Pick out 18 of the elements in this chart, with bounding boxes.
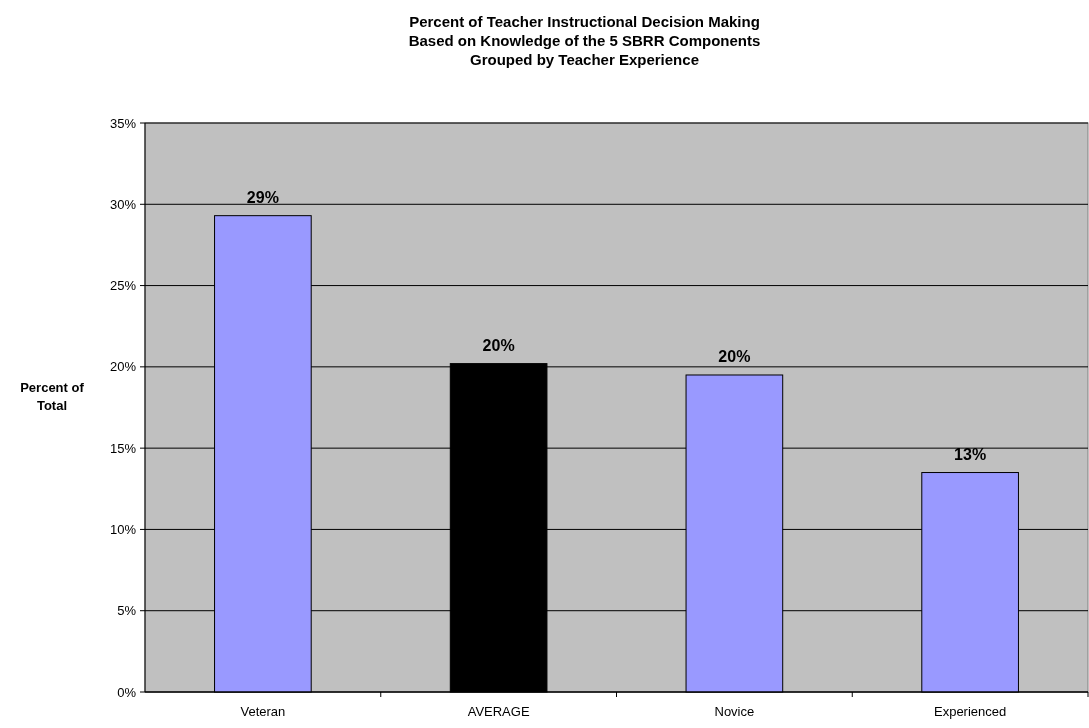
y-axis-title: Percent of Total [20,380,85,413]
data-label: 13% [954,445,987,463]
x-tick-label: Veteran [240,704,286,719]
y-tick-label: 30% [109,196,137,212]
chart-title: Percent of Teacher Instructional Decision Making Based on Knowledge of the 5 SBRR Components Grouped by Teacher Experience [408,13,761,68]
x-tick-label: Novice [714,704,755,719]
y-tick-label: 5% [117,603,137,619]
y-tick-label: 15% [109,440,137,456]
y-tick-label: 35% [109,115,137,131]
y-tick-label: 10% [109,521,137,537]
y-tick-label: 20% [109,359,137,375]
data-label: 20% [718,347,751,365]
y-tick-label: 0% [117,684,137,700]
y-tick-label: 25% [109,278,137,294]
data-label: 20% [482,336,515,354]
data-label: 29% [246,188,279,206]
x-tick-label: Experienced [933,704,1007,719]
x-tick-label: AVERAGE [467,704,530,719]
